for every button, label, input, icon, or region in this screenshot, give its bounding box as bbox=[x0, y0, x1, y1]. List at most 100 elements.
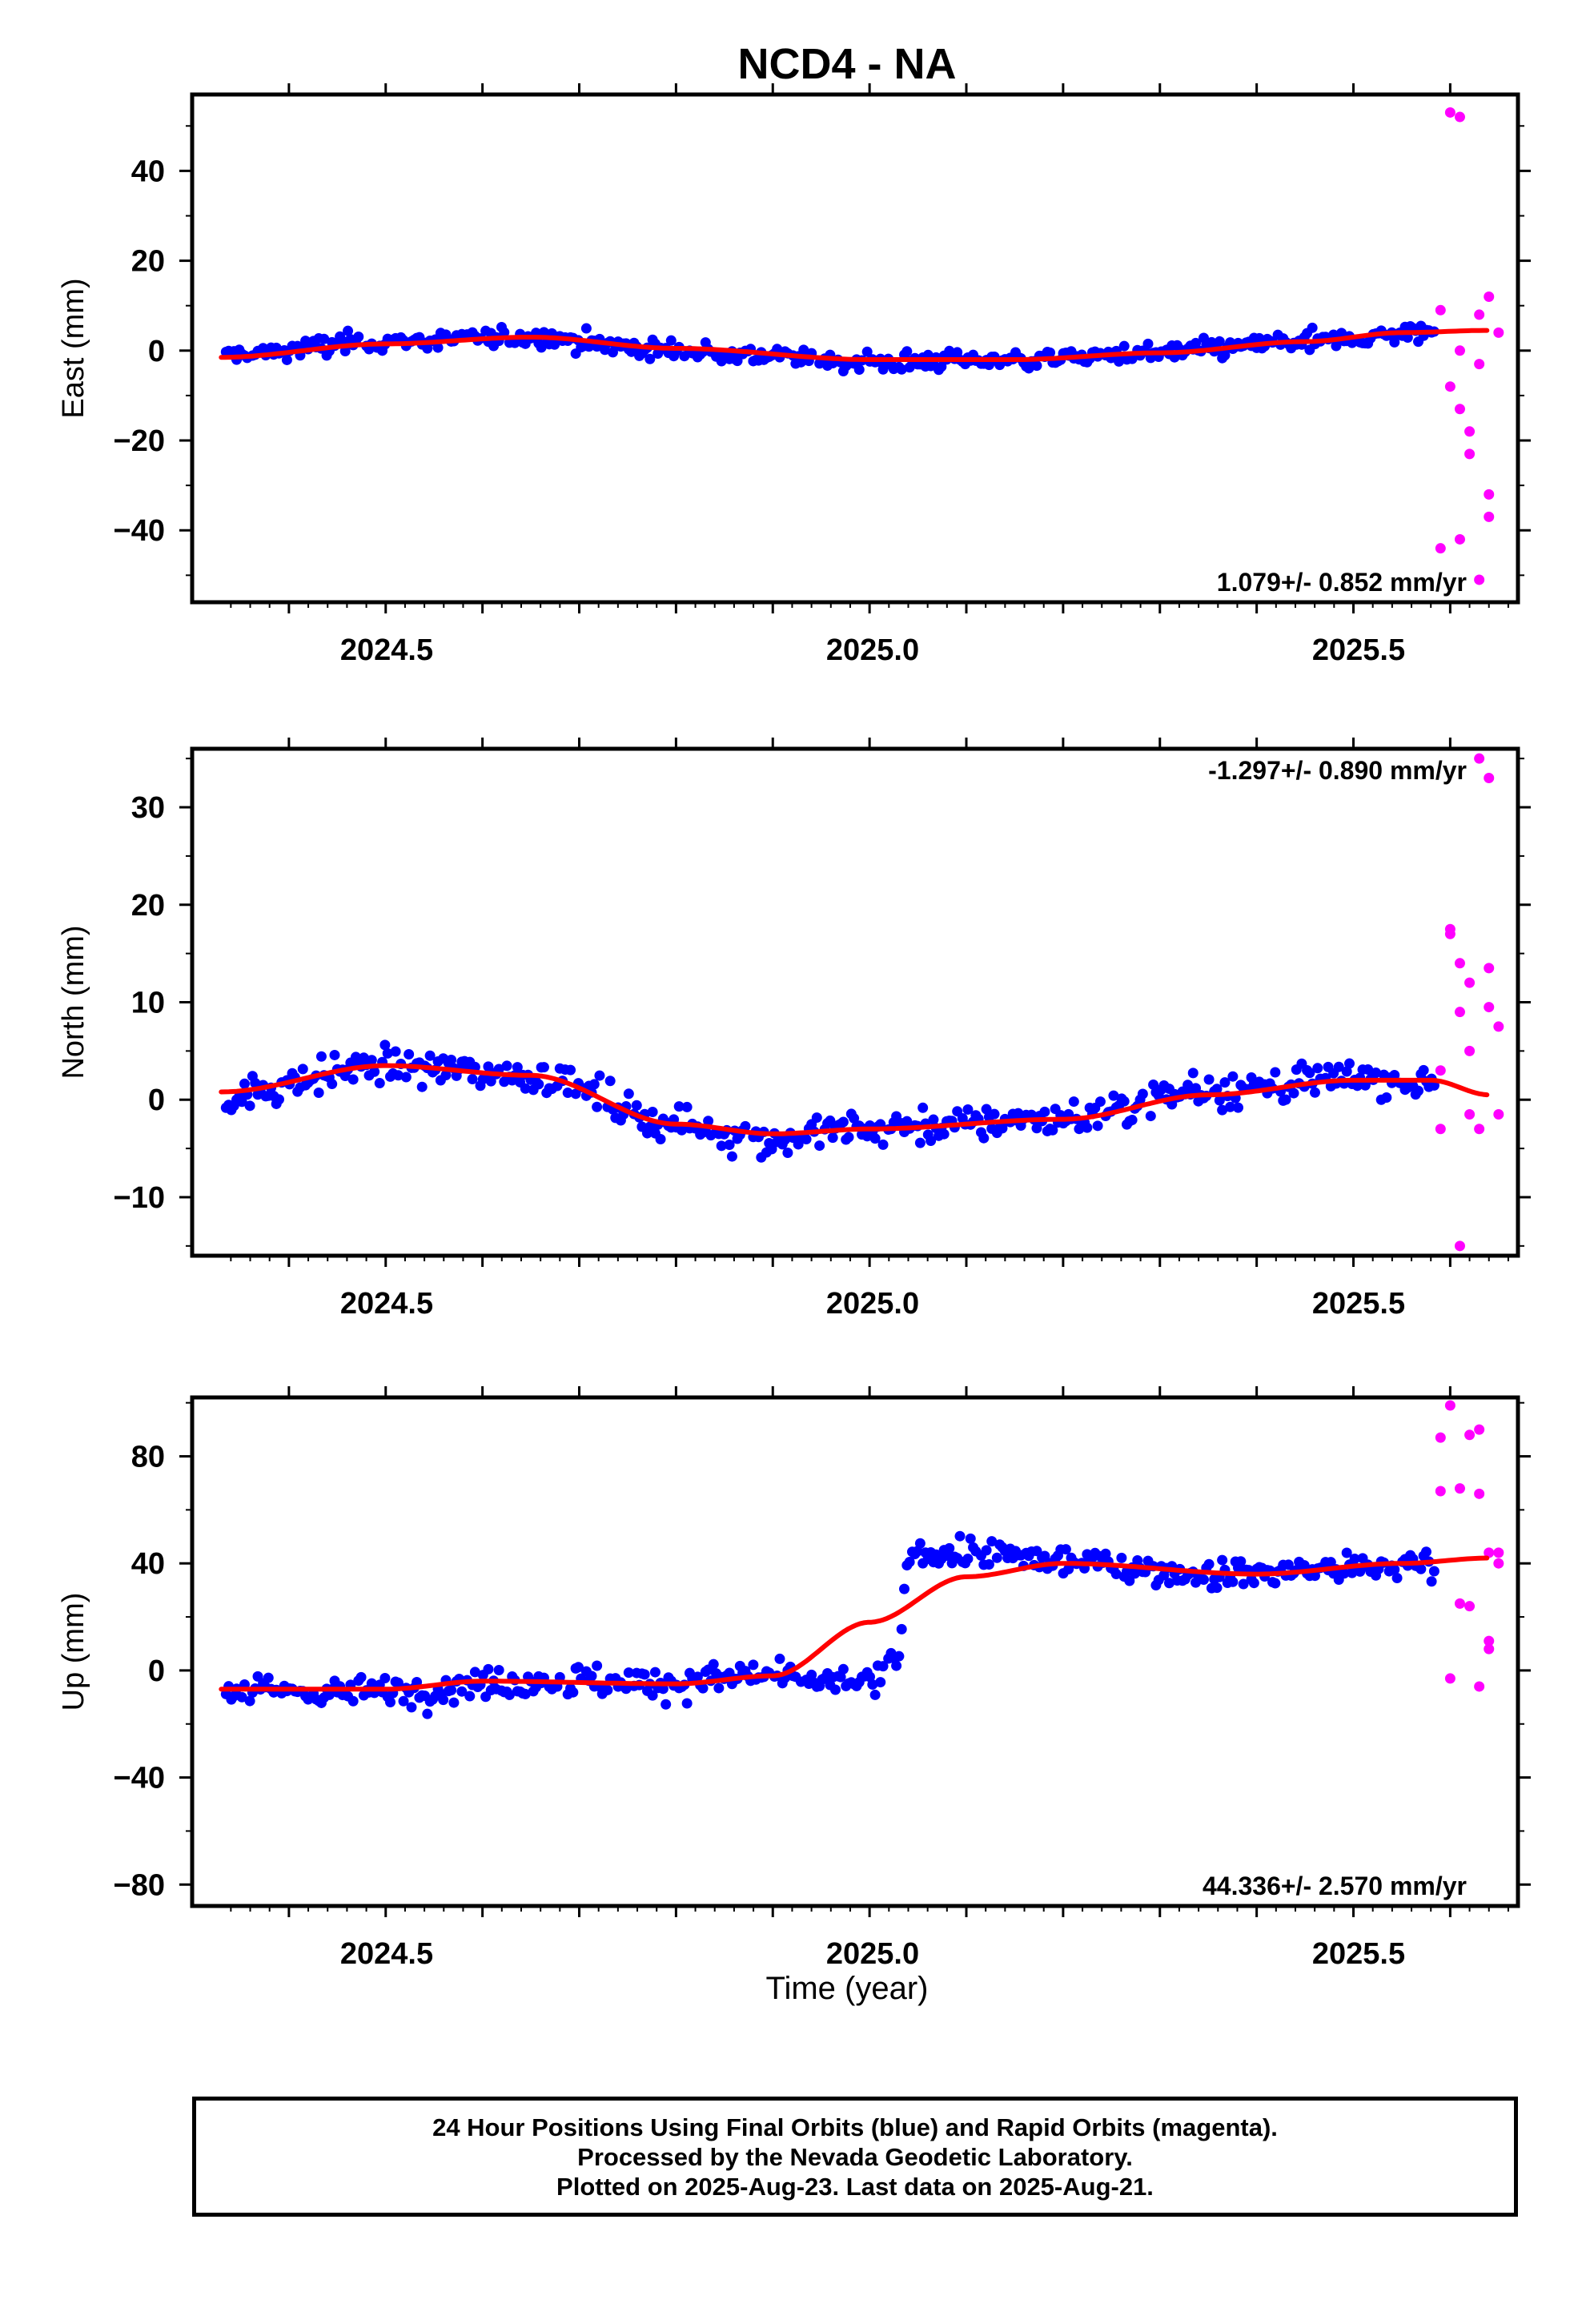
final-orbit-point bbox=[355, 1671, 367, 1683]
final-orbit-point bbox=[572, 1662, 584, 1673]
final-orbit-point bbox=[983, 360, 994, 371]
final-orbit-point bbox=[1092, 1120, 1103, 1132]
y-tick-label: −40 bbox=[114, 514, 165, 548]
final-orbit-point bbox=[1214, 336, 1225, 347]
final-orbit-point bbox=[1336, 328, 1347, 339]
final-orbit-point bbox=[661, 1699, 672, 1710]
final-orbit-point bbox=[379, 1039, 391, 1051]
final-orbit-point bbox=[893, 1651, 905, 1662]
final-orbit-point bbox=[1280, 1094, 1291, 1105]
final-orbit-point bbox=[594, 1070, 605, 1081]
final-orbit-point bbox=[1325, 1557, 1336, 1568]
final-orbit-point bbox=[592, 1660, 603, 1671]
final-orbit-point bbox=[1351, 1080, 1363, 1092]
final-orbit-point bbox=[708, 1659, 719, 1670]
final-orbit-point bbox=[1031, 1123, 1042, 1134]
final-orbit-point bbox=[891, 1660, 902, 1671]
final-orbit-point bbox=[273, 1094, 284, 1105]
final-orbit-point bbox=[867, 1679, 878, 1690]
rapid-orbit-point bbox=[1435, 1065, 1446, 1076]
rapid-orbit-point bbox=[1464, 1108, 1476, 1120]
rapid-orbit-point bbox=[1474, 359, 1485, 370]
rapid-orbit-point bbox=[1464, 426, 1476, 437]
rapid-orbit-point bbox=[1444, 381, 1456, 392]
final-orbit-point bbox=[716, 356, 727, 367]
final-orbit-point bbox=[655, 1134, 666, 1145]
final-orbit-point bbox=[1145, 1111, 1156, 1122]
final-orbit-point bbox=[236, 1096, 247, 1108]
final-orbit-point bbox=[928, 1114, 939, 1125]
final-orbit-point bbox=[981, 1545, 992, 1556]
final-orbit-point bbox=[438, 1695, 449, 1706]
plot-frame bbox=[190, 92, 1520, 605]
final-orbit-point bbox=[424, 1050, 436, 1061]
rapid-orbit-point bbox=[1493, 1558, 1504, 1569]
final-orbit-point bbox=[406, 1702, 417, 1713]
final-orbit-point bbox=[713, 1683, 725, 1694]
final-orbit-point bbox=[904, 1556, 915, 1567]
final-orbit-point bbox=[1198, 1574, 1209, 1586]
final-orbit-point bbox=[1389, 1564, 1400, 1575]
rapid-orbit-point bbox=[1444, 107, 1456, 118]
final-orbit-point bbox=[827, 1132, 838, 1144]
final-orbit-point bbox=[390, 1046, 401, 1057]
final-orbit-point bbox=[327, 1079, 338, 1090]
final-orbit-point bbox=[926, 1136, 937, 1147]
rapid-orbit-point bbox=[1454, 1007, 1465, 1018]
final-orbit-point bbox=[379, 1672, 391, 1683]
final-orbit-point bbox=[877, 1661, 889, 1672]
final-orbit-point bbox=[1270, 1067, 1281, 1078]
final-orbit-point bbox=[1389, 336, 1400, 348]
final-orbit-point bbox=[1068, 1096, 1079, 1108]
final-orbit-point bbox=[1203, 1074, 1215, 1085]
rapid-orbit-point bbox=[1474, 1681, 1485, 1692]
final-orbit-point bbox=[647, 1690, 658, 1701]
final-orbit-point bbox=[392, 1070, 404, 1081]
final-orbit-point bbox=[400, 1072, 412, 1083]
rapid-orbit-point bbox=[1493, 327, 1504, 338]
final-orbit-point bbox=[416, 1081, 428, 1092]
final-orbit-point bbox=[1187, 1068, 1199, 1079]
rapid-orbit-point bbox=[1474, 309, 1485, 320]
final-orbit-point bbox=[914, 1137, 926, 1148]
final-orbit-point bbox=[1227, 1576, 1239, 1587]
final-orbit-point bbox=[1331, 340, 1342, 352]
final-orbit-point bbox=[440, 1069, 452, 1080]
final-orbit-point bbox=[493, 1664, 504, 1675]
final-orbit-point bbox=[877, 1139, 889, 1150]
final-orbit-point bbox=[586, 1671, 597, 1682]
final-orbit-point bbox=[422, 1708, 433, 1719]
final-orbit-point bbox=[1045, 347, 1056, 358]
rapid-orbit-point bbox=[1454, 533, 1465, 545]
panel-east: 2024.5 2025.0 2025.5 40 20 0 −20 −40 East (mm) 1.… bbox=[57, 83, 1531, 667]
final-orbit-point bbox=[297, 1063, 308, 1075]
final-orbit-point bbox=[726, 1151, 737, 1162]
y-tick-label: 40 bbox=[131, 155, 165, 188]
final-orbit-point bbox=[1060, 1544, 1071, 1555]
final-orbit-point bbox=[869, 1689, 881, 1700]
final-orbit-point bbox=[353, 331, 364, 342]
rapid-orbit-point bbox=[1493, 1108, 1504, 1120]
final-orbit-point bbox=[244, 1100, 255, 1112]
final-orbit-point bbox=[681, 1698, 693, 1709]
final-orbit-point bbox=[1304, 1068, 1315, 1079]
final-orbit-point bbox=[1094, 1096, 1106, 1108]
final-orbit-point bbox=[843, 1132, 854, 1143]
rapid-orbit-point bbox=[1435, 543, 1446, 554]
final-orbit-point bbox=[1031, 360, 1042, 372]
final-orbit-point bbox=[520, 1688, 531, 1699]
rapid-orbit-point bbox=[1464, 1601, 1476, 1612]
final-orbit-point bbox=[369, 1066, 380, 1077]
final-orbit-point bbox=[1118, 340, 1130, 352]
final-orbit-point bbox=[538, 327, 549, 338]
rapid-orbit-point bbox=[1454, 958, 1465, 969]
rapid-orbit-point bbox=[1474, 753, 1485, 764]
x-tick-label: 2024.5 bbox=[340, 1937, 433, 1971]
final-orbit-point bbox=[392, 1677, 404, 1688]
plot-area bbox=[219, 1400, 1504, 1719]
final-orbit-point bbox=[501, 1060, 512, 1072]
rapid-orbit-point bbox=[1435, 1486, 1446, 1497]
rapid-orbit-point bbox=[1474, 1488, 1485, 1499]
x-tick-label: 2025.5 bbox=[1312, 1287, 1405, 1321]
rapid-orbit-point bbox=[1454, 111, 1465, 123]
